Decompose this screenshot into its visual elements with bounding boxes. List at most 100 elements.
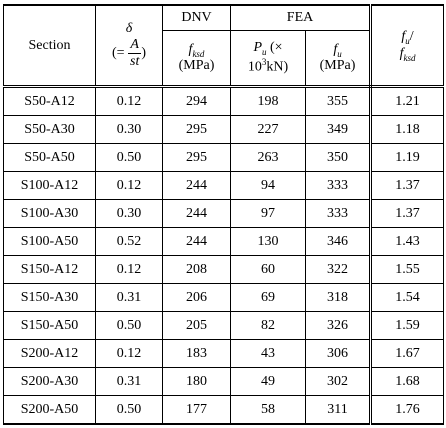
table-row: S150-A30 0.31 206 69 318 1.54 (3, 283, 445, 312)
table-cell: 1.68 (369, 367, 445, 396)
table-cell: 177 (162, 395, 231, 425)
table-cell: 0.50 (95, 311, 163, 340)
pu-symbol: P (253, 40, 262, 56)
table-cell: 0.31 (95, 283, 163, 312)
table-cell: S50-A50 (3, 143, 96, 172)
table-cell: 1.55 (369, 255, 445, 284)
table-cell: 1.18 (369, 115, 445, 144)
table-cell: S100-A30 (3, 199, 96, 228)
table-cell: 0.12 (95, 255, 163, 284)
table-cell: 294 (162, 86, 231, 116)
table-cell: 1.76 (369, 395, 445, 425)
table-cell: 227 (230, 115, 306, 144)
table-cell: S100-A12 (3, 171, 96, 200)
delta-eq: (= (111, 45, 125, 61)
pu-times: (× (270, 40, 283, 56)
table-cell: 350 (304, 143, 372, 172)
table-cell: 349 (304, 115, 372, 144)
table-row: S200-A30 0.31 180 49 302 1.68 (3, 367, 445, 396)
table-cell: 0.12 (95, 86, 163, 116)
table-cell: S150-A12 (3, 255, 96, 284)
table-row: S100-A50 0.52 244 130 346 1.43 (3, 227, 445, 256)
table-cell: 208 (162, 255, 231, 284)
header-fksd: fksd (MPa) (162, 30, 231, 88)
header-fu: fu (MPa) (304, 30, 372, 88)
table-cell: 97 (230, 199, 306, 228)
table-cell: 69 (230, 283, 306, 312)
table-row: S150-A50 0.50 205 82 326 1.59 (3, 311, 445, 340)
table-row: S50-A30 0.30 295 227 349 1.18 (3, 115, 445, 144)
table-cell: 0.12 (95, 339, 163, 368)
delta-den: st (130, 54, 140, 69)
pu-pow: 3 (261, 57, 267, 68)
table-cell: S200-A12 (3, 339, 96, 368)
fu-unit: (MPa) (319, 58, 356, 74)
delta-symbol: δ (125, 21, 133, 36)
table-row: S200-A50 0.50 177 58 311 1.76 (3, 395, 445, 425)
table-cell: S150-A50 (3, 311, 96, 340)
fksd-symbol: f (188, 41, 193, 57)
table-cell: 1.59 (369, 311, 445, 340)
table-cell: 0.52 (95, 227, 163, 256)
fu-symbol: f (333, 41, 338, 57)
table-cell: 1.54 (369, 283, 445, 312)
table-cell: 244 (162, 227, 231, 256)
table-cell: 346 (304, 227, 372, 256)
table-cell: S200-A50 (3, 395, 96, 425)
delta-num: A (128, 37, 142, 54)
header-dnv: DNV (162, 4, 231, 31)
fksd-sub: ksd (192, 48, 205, 59)
table-cell: 60 (230, 255, 306, 284)
table-cell: 318 (304, 283, 372, 312)
ratio-slash: / (409, 28, 414, 44)
table-cell: 311 (304, 395, 372, 425)
table-row: S150-A12 0.12 208 60 322 1.55 (3, 255, 445, 284)
table-row: S100-A30 0.30 244 97 333 1.37 (3, 199, 445, 228)
delta-close: ) (141, 45, 147, 61)
header-section: Section (3, 4, 96, 88)
table-cell: 333 (304, 171, 372, 200)
table-cell: 295 (162, 143, 231, 172)
table-cell: 1.67 (369, 339, 445, 368)
table-cell: 326 (304, 311, 372, 340)
table-cell: 198 (230, 86, 306, 116)
table-row: S200-A12 0.12 183 43 306 1.67 (3, 339, 445, 368)
table-cell: 49 (230, 367, 306, 396)
fksd-unit: (MPa) (178, 58, 215, 74)
table-cell: 333 (304, 199, 372, 228)
table-body: S50-A12 0.12 294 198 355 1.21 S50-A30 0.30 295 22… (3, 86, 445, 425)
table-cell: S50-A12 (3, 86, 96, 116)
table-cell: 302 (304, 367, 372, 396)
table-cell: 1.43 (369, 227, 445, 256)
table-row: S100-A12 0.12 244 94 333 1.37 (3, 171, 445, 200)
header-pu: Pu (× 103kN) (230, 30, 306, 88)
header-row: fksd (MPa) Pu (× 103kN) fu (MPa) (4, 30, 444, 88)
table-cell: 0.50 (95, 395, 163, 425)
table-cell: 82 (230, 311, 306, 340)
table-cell: S200-A30 (3, 367, 96, 396)
table-cell: 1.21 (369, 86, 445, 116)
table-cell: 1.19 (369, 143, 445, 172)
table-cell: 0.31 (95, 367, 163, 396)
table-cell: 0.12 (95, 171, 163, 200)
ratio-num-symbol: f (401, 28, 406, 44)
table-cell: 43 (230, 339, 306, 368)
table-cell: 295 (162, 115, 231, 144)
table-cell: 244 (162, 199, 231, 228)
table-cell: 58 (230, 395, 306, 425)
table-cell: 0.50 (95, 143, 163, 172)
table-cell: 94 (230, 171, 306, 200)
table-row: S50-A50 0.50 295 263 350 1.19 (3, 143, 445, 172)
fu-sub: u (337, 48, 342, 59)
table-cell: 206 (162, 283, 231, 312)
pu-unit: kN) (266, 59, 289, 75)
table-cell: S150-A30 (3, 283, 96, 312)
table-cell: 180 (162, 367, 231, 396)
table-cell: 263 (230, 143, 306, 172)
table-cell: 355 (304, 86, 372, 116)
ratio-num-sub: u (405, 35, 410, 46)
table-cell: 205 (162, 311, 231, 340)
